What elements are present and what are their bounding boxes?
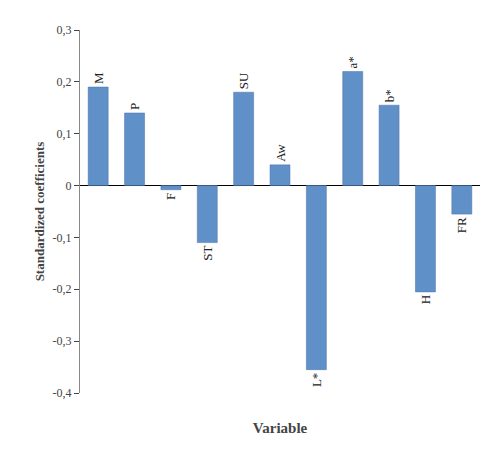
svg-text:-0,1: -0,1 [53,231,72,245]
svg-text:L*: L* [309,373,324,387]
svg-text:0: 0 [66,179,72,193]
svg-text:-0,4: -0,4 [53,386,72,400]
svg-text:-0,2: -0,2 [53,282,72,296]
svg-text:P: P [127,103,142,110]
svg-text:0,3: 0,3 [57,23,72,37]
svg-text:F: F [163,193,178,200]
svg-text:-0,3: -0,3 [53,334,72,348]
svg-text:b*: b* [382,89,397,102]
svg-text:a*: a* [345,56,360,68]
svg-text:Aw: Aw [273,144,288,162]
svg-text:M: M [91,72,106,84]
svg-text:Standardized coefficients: Standardized coefficients [32,142,47,282]
svg-text:0,2: 0,2 [57,75,72,89]
svg-text:ST: ST [200,246,215,261]
svg-text:H: H [418,295,433,304]
svg-text:0,1: 0,1 [57,127,72,141]
svg-text:SU: SU [236,72,251,89]
svg-text:Variable: Variable [253,420,308,436]
svg-text:FR: FR [454,217,469,233]
